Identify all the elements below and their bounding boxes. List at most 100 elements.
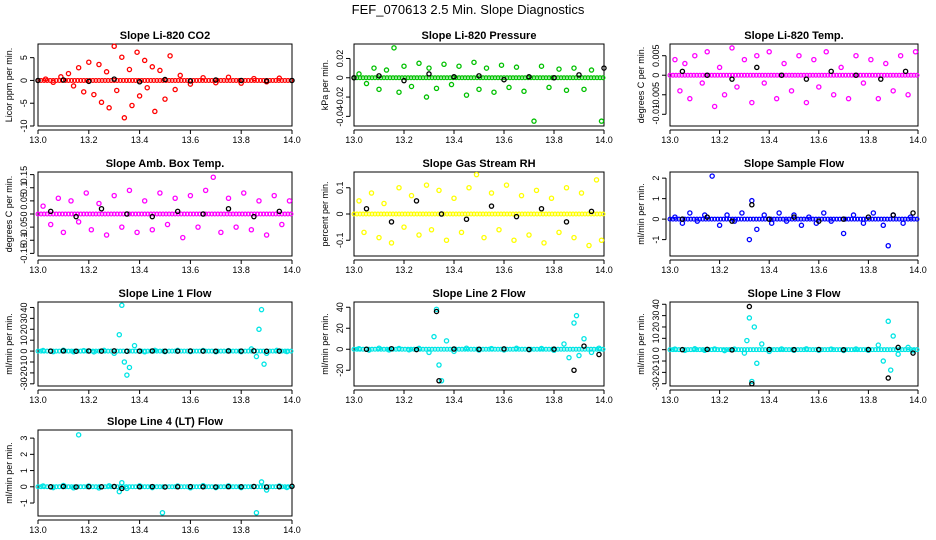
y-tick-label: -20 bbox=[335, 364, 345, 377]
data-point bbox=[813, 72, 819, 78]
data-point bbox=[423, 94, 430, 100]
y-tick-label: 0 bbox=[335, 347, 345, 352]
y-tick-label: -0.1 bbox=[335, 232, 345, 248]
data-point bbox=[791, 212, 797, 218]
data-point bbox=[163, 77, 169, 83]
data-point bbox=[749, 202, 755, 208]
data-point bbox=[803, 99, 810, 106]
data-point bbox=[576, 346, 582, 352]
data-point bbox=[236, 211, 242, 217]
data-point bbox=[697, 347, 703, 353]
data-point bbox=[190, 211, 196, 217]
data-point bbox=[417, 211, 423, 217]
data-point bbox=[149, 213, 156, 220]
x-tick-label: 13.2 bbox=[80, 135, 98, 145]
data-point bbox=[157, 348, 163, 354]
data-point bbox=[531, 118, 537, 124]
data-point bbox=[865, 346, 872, 353]
data-point bbox=[791, 346, 797, 353]
data-point bbox=[739, 210, 745, 216]
data-point bbox=[682, 347, 688, 354]
y-tick-label: 0 bbox=[19, 211, 29, 216]
data-point bbox=[351, 346, 357, 352]
data-point bbox=[600, 211, 606, 217]
x-tick-label: 13.6 bbox=[810, 395, 828, 405]
data-point bbox=[443, 237, 450, 243]
data-point bbox=[206, 348, 212, 354]
plot-frame bbox=[37, 429, 293, 517]
y-tick-label: -30 bbox=[651, 377, 661, 390]
data-point bbox=[411, 75, 417, 81]
data-point bbox=[254, 211, 260, 217]
data-point bbox=[225, 483, 232, 490]
data-point bbox=[187, 483, 194, 490]
x-tick-label: 13.2 bbox=[711, 395, 729, 405]
plot-frame bbox=[353, 301, 605, 387]
data-point bbox=[759, 72, 765, 78]
data-point bbox=[225, 205, 232, 212]
y-axis-label: ml/min per min. bbox=[4, 442, 14, 504]
data-point bbox=[126, 66, 133, 73]
y-tick-label: 0 bbox=[651, 217, 661, 222]
y-tick-label: 20 bbox=[651, 322, 661, 332]
x-tick-label: 14.0 bbox=[595, 265, 613, 275]
x-tick-label: 13.4 bbox=[131, 265, 149, 275]
data-point bbox=[729, 347, 735, 353]
data-point bbox=[162, 484, 168, 490]
data-point bbox=[697, 72, 703, 78]
y-tick-label: 40 bbox=[335, 302, 345, 312]
data-point bbox=[768, 72, 774, 78]
data-point bbox=[541, 240, 547, 246]
x-tick-label: 13.0 bbox=[345, 395, 363, 405]
y-tick-label: 0.02 bbox=[335, 50, 345, 68]
data-point bbox=[387, 75, 393, 81]
data-point bbox=[113, 87, 120, 94]
data-point bbox=[251, 211, 257, 217]
x-tick-label: 13.6 bbox=[495, 395, 513, 405]
data-point bbox=[98, 484, 105, 490]
data-point bbox=[597, 75, 603, 81]
data-point bbox=[691, 347, 697, 353]
data-point bbox=[486, 346, 492, 352]
x-tick-label: 14.0 bbox=[595, 135, 613, 145]
data-point bbox=[759, 341, 765, 347]
data-point bbox=[905, 344, 911, 351]
data-point bbox=[47, 208, 54, 215]
data-point bbox=[40, 203, 46, 209]
data-point bbox=[256, 198, 262, 204]
y-axis-label: ml/min per min. bbox=[4, 313, 14, 375]
data-point bbox=[428, 226, 435, 233]
y-tick-label: 1 bbox=[19, 468, 29, 473]
data-point bbox=[38, 211, 44, 217]
data-point bbox=[771, 347, 777, 353]
data-point bbox=[261, 211, 267, 217]
data-point bbox=[175, 211, 181, 217]
data-point bbox=[476, 86, 482, 93]
data-point bbox=[488, 190, 495, 196]
data-point bbox=[588, 211, 594, 217]
data-point bbox=[869, 72, 875, 78]
data-point bbox=[206, 211, 212, 217]
data-point bbox=[682, 72, 688, 78]
panel-title: Slope Li-820 Pressure bbox=[422, 30, 537, 42]
data-point bbox=[53, 348, 59, 354]
data-point bbox=[187, 348, 194, 354]
y-tick-label: -0.005 bbox=[651, 82, 661, 108]
y-tick-label: -0.15 bbox=[19, 243, 29, 264]
data-point bbox=[436, 187, 442, 194]
data-point bbox=[279, 221, 285, 228]
data-point bbox=[366, 211, 372, 217]
x-tick-label: 13.6 bbox=[182, 265, 200, 275]
data-point bbox=[746, 236, 753, 243]
data-point bbox=[111, 192, 117, 199]
data-point bbox=[880, 222, 887, 229]
data-point bbox=[496, 226, 502, 233]
data-point bbox=[507, 75, 513, 81]
data-point bbox=[914, 72, 920, 78]
data-point bbox=[753, 72, 759, 78]
data-point bbox=[429, 211, 435, 217]
data-point bbox=[816, 72, 822, 78]
data-point bbox=[366, 347, 372, 353]
data-point bbox=[53, 484, 59, 490]
data-point bbox=[762, 72, 768, 78]
